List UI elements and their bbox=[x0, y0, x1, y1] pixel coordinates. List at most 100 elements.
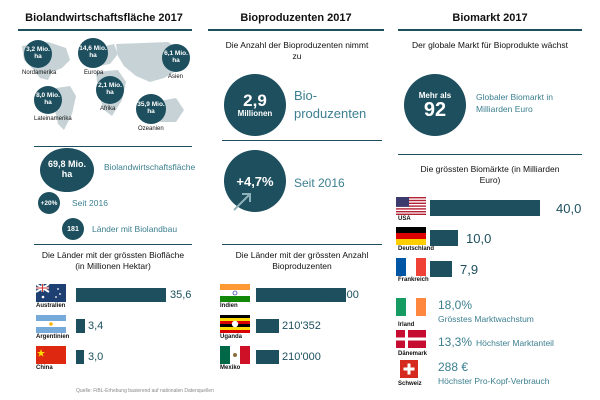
map-value-europa: 14,6 Mio. ha bbox=[79, 45, 107, 59]
producers-growth-circle: +4,7% bbox=[224, 150, 286, 212]
map-value-afrika: 2,1 Mio. ha bbox=[98, 82, 122, 96]
fact-value-ireland: 18,0% bbox=[438, 298, 473, 312]
stat-circle-growth: +20% bbox=[38, 192, 60, 214]
fact-label-denmark: Höchster Marktanteil bbox=[476, 338, 554, 348]
stat-circle-countries: 181 bbox=[62, 218, 84, 240]
map-label-nordamerika: Nordamerika bbox=[22, 70, 57, 76]
col2-title-rule bbox=[208, 29, 384, 31]
flag-mexico-icon bbox=[220, 346, 250, 364]
map-circle-europa: 14,6 Mio. ha bbox=[78, 38, 108, 68]
col2-subtitle: Die Anzahl der Bioproduzenten nimmt zu bbox=[225, 40, 369, 62]
flag-china-icon bbox=[36, 346, 66, 364]
stat-circle-area: 69,8 Mio. ha bbox=[40, 148, 94, 192]
country-label-france: Frankreich bbox=[398, 277, 429, 283]
flag-denmark-icon bbox=[396, 330, 426, 348]
producers-unit: Millionen bbox=[237, 109, 273, 118]
flag-switzerland-icon bbox=[400, 360, 418, 378]
bar-usa bbox=[430, 200, 540, 216]
bar-value-france: 7,9 bbox=[460, 262, 479, 277]
bar-france bbox=[430, 261, 452, 277]
bar-value-australia: 35,6 bbox=[170, 289, 192, 301]
market-label-2: Milliarden Euro bbox=[476, 104, 533, 114]
country-label-ireland: Irland bbox=[398, 322, 415, 328]
country-label-usa: USA bbox=[398, 216, 411, 222]
bar-argentina bbox=[76, 319, 85, 333]
market-circle: Mehr als 92 bbox=[404, 74, 466, 136]
map-label-ozeanien: Ozeanien bbox=[138, 126, 164, 132]
market-circle-value: 92 bbox=[423, 98, 447, 121]
flag-usa-icon bbox=[396, 197, 426, 215]
map-label-lateinamerika: Lateinamerika bbox=[34, 116, 72, 122]
fact-value-switzerland: 288 € bbox=[438, 360, 469, 374]
col1-title: Biolandwirtschaftsfläche 2017 bbox=[25, 12, 183, 24]
bar-australia bbox=[76, 288, 166, 302]
stat-label-countries: Länder mit Biolandbau bbox=[92, 224, 178, 234]
bar-value-germany: 10,0 bbox=[466, 231, 492, 246]
bar-china bbox=[76, 350, 84, 364]
map-label-asien: Asien bbox=[168, 74, 184, 80]
bar-value-argentina: 3,4 bbox=[88, 320, 104, 332]
stat-value-growth: +20% bbox=[40, 199, 58, 207]
country-label-uganda: Uganda bbox=[220, 334, 243, 340]
map-circle-lateinamerika: 8,0 Mio. ha bbox=[34, 86, 62, 114]
map-value-nordamerika: 3,2 Mio. ha bbox=[26, 46, 50, 60]
map-circle-asien: 6,1 Mio. ha bbox=[162, 44, 190, 72]
col3-chart-title: Die grössten Biomärkte (in Milliarden Eu… bbox=[420, 164, 560, 186]
fact-label-switzerland: Höchster Pro-Kopf-Verbrauch bbox=[438, 376, 550, 386]
flag-france-icon bbox=[396, 258, 426, 276]
col1-divider-1 bbox=[34, 146, 192, 147]
producers-circle: 2,9 Millionen bbox=[224, 74, 286, 136]
col1-divider-2 bbox=[34, 244, 192, 245]
flag-australia-icon bbox=[36, 284, 66, 302]
bar-value-mexico: 210'000 bbox=[282, 351, 321, 363]
flag-india-icon bbox=[220, 284, 250, 302]
stat-label-growth: Seit 2016 bbox=[72, 198, 108, 208]
map-label-europa: Europa bbox=[84, 70, 104, 76]
bar-value-uganda: 210'352 bbox=[282, 320, 321, 332]
producers-value: 2,9 bbox=[243, 91, 267, 110]
market-label-1: Globaler Biomarkt in bbox=[476, 92, 554, 102]
country-label-india: Indien bbox=[220, 303, 238, 309]
flag-ireland-icon bbox=[396, 298, 426, 316]
col2-divider-2 bbox=[222, 244, 382, 245]
country-label-argentina: Argentinien bbox=[36, 334, 70, 340]
bar-mexico bbox=[256, 350, 279, 364]
col2-chart-title: Die Länder mit der grössten Anzahl Biopr… bbox=[235, 250, 369, 272]
map-circle-nordamerika: 3,2 Mio. ha bbox=[24, 40, 52, 68]
producers-growth-label: Seit 2016 bbox=[294, 176, 345, 190]
fact-label-ireland: Grösstes Marktwachstum bbox=[438, 314, 534, 324]
source-note: Quelle: FiBL-Erhebung basierend auf nati… bbox=[76, 388, 214, 394]
fact-value-denmark: 13,3% bbox=[438, 335, 473, 349]
flag-argentina-icon bbox=[36, 315, 66, 333]
country-label-mexico: Mexiko bbox=[220, 365, 241, 371]
producers-label-2: produzenten bbox=[294, 106, 367, 121]
col3-subtitle: Der globale Markt für Bioprodukte wächst bbox=[412, 40, 568, 50]
country-label-china: China bbox=[36, 365, 53, 371]
col2-title: Bioproduzenten 2017 bbox=[240, 12, 352, 24]
bar-value-usa: 40,0 bbox=[556, 201, 582, 216]
col2-divider-1 bbox=[222, 140, 382, 141]
producers-growth-value: +4,7% bbox=[236, 173, 274, 189]
col3-title-rule bbox=[398, 29, 582, 31]
bar-uganda bbox=[256, 319, 279, 333]
bar-value-china: 3,0 bbox=[88, 351, 104, 363]
bar-india bbox=[256, 288, 346, 302]
stat-value-area: 69,8 Mio. ha bbox=[47, 159, 86, 179]
col1-title-rule bbox=[18, 29, 192, 31]
map-value-ozeanien: 35,9 Mio. ha bbox=[137, 101, 165, 115]
country-label-denmark: Dänemark bbox=[398, 351, 428, 357]
country-label-switzerland: Schweiz bbox=[398, 381, 422, 387]
country-label-germany: Deutschland bbox=[398, 246, 435, 252]
country-label-australia: Australien bbox=[36, 303, 66, 309]
map-value-lateinamerika: 8,0 Mio. ha bbox=[36, 92, 60, 106]
stat-value-countries: 181 bbox=[67, 225, 79, 233]
growth-arrow-icon bbox=[233, 193, 251, 211]
bar-value-india: 835'000 bbox=[320, 289, 359, 301]
bar-germany bbox=[430, 230, 458, 246]
map-circle-ozeanien: 35,9 Mio. ha bbox=[136, 94, 166, 124]
col3-divider-1 bbox=[398, 154, 582, 155]
stat-label-area: Biolandwirtschaftsfläche bbox=[104, 162, 196, 172]
market-circle-label: Mehr als bbox=[418, 90, 452, 100]
map-label-afrika: Afrika bbox=[100, 106, 116, 112]
flag-germany-icon bbox=[396, 227, 426, 245]
